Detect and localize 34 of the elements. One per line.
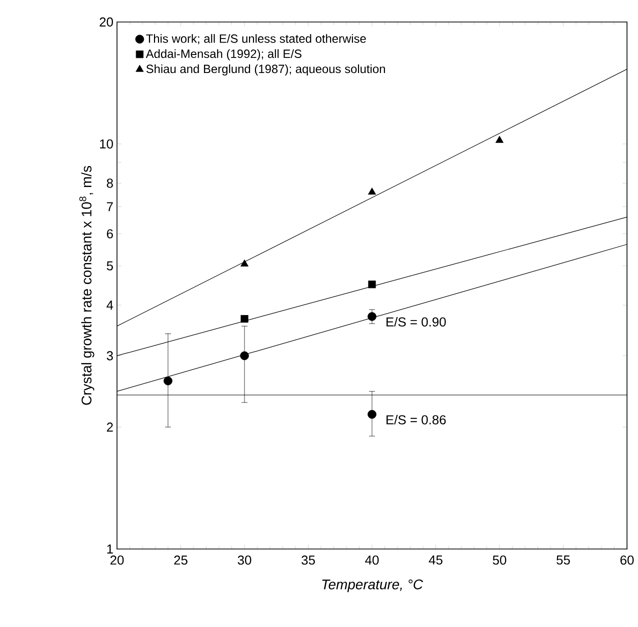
y-tick-label: 4 bbox=[106, 300, 114, 310]
x-tick-label: 45 bbox=[428, 556, 442, 565]
x-tick-label: 60 bbox=[620, 556, 634, 565]
annotation: E/S = 0.90 bbox=[386, 317, 446, 327]
y-tick-label: 1 bbox=[107, 544, 113, 554]
x-tick-label: 50 bbox=[492, 556, 506, 565]
point bbox=[496, 136, 504, 143]
x-axis-title: Temperature, °C bbox=[322, 579, 424, 592]
y-tick-label: 20 bbox=[100, 17, 113, 27]
point bbox=[240, 260, 248, 267]
point bbox=[368, 280, 376, 288]
annotation: E/S = 0.86 bbox=[386, 414, 446, 424]
point bbox=[368, 410, 376, 419]
legend-label: This work; all E/S unless stated otherwise bbox=[146, 34, 366, 44]
y-tick-label: 5 bbox=[106, 261, 113, 270]
x-tick-label: 40 bbox=[365, 556, 379, 565]
legend-label: Addai-Mensah (1992); all E/S bbox=[146, 49, 302, 60]
point bbox=[240, 351, 249, 360]
y-tick-label: 8 bbox=[106, 178, 113, 188]
x-tick-label: 25 bbox=[174, 556, 188, 565]
y-tick-label: 6 bbox=[106, 229, 113, 238]
y-tick-label: 2 bbox=[106, 422, 113, 432]
y-axis-title: Crystal growth rate constant x 10$^{8}$, m/s bbox=[79, 166, 94, 405]
x-tick-label: 55 bbox=[556, 556, 570, 565]
y-tick-label: 7 bbox=[106, 202, 113, 212]
legend-label: Shiau and Berglund (1987); aqueous solution bbox=[146, 64, 385, 76]
x-tick-label: 30 bbox=[238, 556, 252, 565]
point bbox=[164, 376, 172, 386]
x-tick-label: 35 bbox=[302, 556, 315, 565]
y-tick-label: 3 bbox=[106, 351, 113, 360]
y-tick-label: 10 bbox=[100, 139, 113, 149]
point bbox=[240, 315, 248, 323]
point bbox=[368, 188, 376, 195]
point bbox=[368, 312, 376, 321]
